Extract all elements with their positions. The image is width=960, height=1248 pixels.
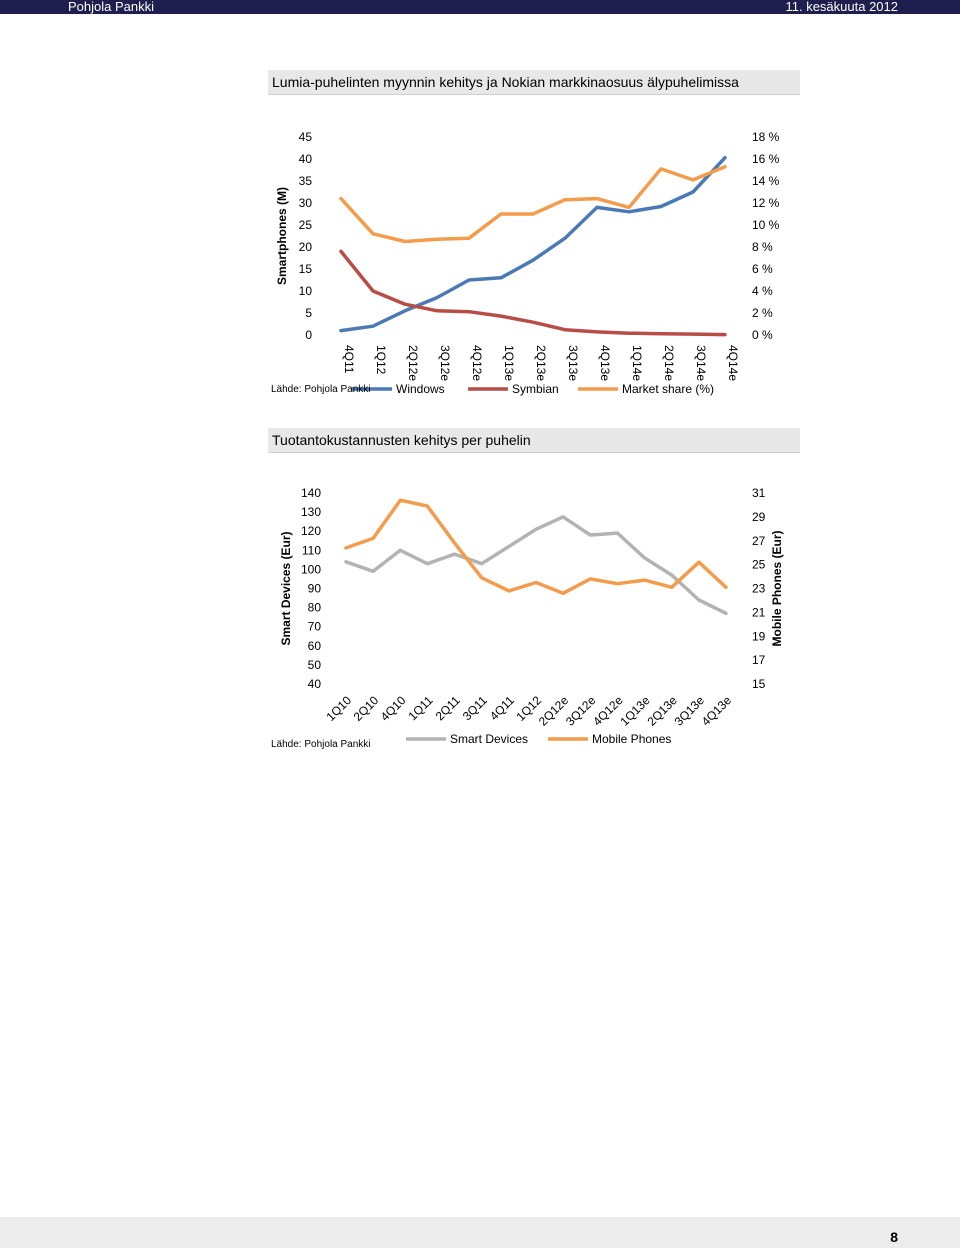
chart2-ytick-right: 31 — [752, 486, 766, 500]
chart1-xtick: 1Q13e — [502, 345, 516, 381]
chart1-ylabel: Smartphones (M) — [275, 187, 289, 285]
chart1-ytick-left: 20 — [299, 240, 313, 254]
chart2-legend-label-2: Mobile Phones — [592, 732, 671, 746]
chart1-ytick-left: 45 — [299, 130, 313, 144]
chart1-ytick-left: 10 — [299, 284, 313, 298]
chart2-ytick-right: 23 — [752, 582, 766, 596]
chart1-ytick-left: 30 — [299, 196, 313, 210]
chart1-ytick-right: 4 % — [752, 284, 773, 298]
chart1-ytick-right: 14 % — [752, 174, 780, 188]
chart1-series-line-2 — [339, 249, 727, 337]
chart1-ytick-right: 18 % — [752, 130, 780, 144]
chart2-ytick-left: 140 — [301, 486, 321, 500]
chart2-ytick-right: 19 — [752, 629, 766, 643]
chart2-ytick-left: 40 — [308, 677, 322, 691]
chart2-ytick-left: 100 — [301, 562, 321, 576]
page-footer — [0, 1217, 960, 1248]
chart2-ylabel: Smart Devices (Eur) — [279, 531, 293, 645]
chart1-ytick-left: 5 — [305, 306, 312, 320]
chart2-xtick: 1Q11 — [406, 693, 436, 723]
chart2-ytick-left: 130 — [301, 505, 321, 519]
chart1-ytick-left: 40 — [299, 152, 313, 166]
page-header: Pohjola Pankki 11. kesäkuuta 2012 — [0, 0, 960, 14]
chart2-ytick-left: 90 — [308, 582, 322, 596]
chart1-legend-label-3: Market share (%) — [622, 382, 714, 396]
chart1-xtick: 3Q12e — [438, 345, 452, 381]
chart2-series-line-1 — [344, 515, 728, 616]
chart1-ytick-right: 10 % — [752, 218, 780, 232]
chart1-ytick-right: 8 % — [752, 240, 773, 254]
chart1-xtick: 3Q14e — [694, 345, 708, 381]
chart2-ytick-left: 120 — [301, 524, 321, 538]
chart2-ytick-right: 15 — [752, 677, 766, 691]
chart1-xtick: 2Q13e — [534, 345, 548, 381]
chart2-svg: 40 50 60 70 80 90 100 110 120 130 140 15 17 19 21 23 25 2… — [279, 486, 784, 746]
header-date: 11. kesäkuuta 2012 — [785, 0, 898, 14]
chart2-title: Tuotantokustannusten kehitys per puhelin — [268, 428, 800, 453]
chart2-xtick: 3Q13e — [672, 693, 708, 729]
chart2-series-line-2 — [344, 498, 728, 596]
chart2-xtick: 3Q12e — [563, 693, 599, 729]
chart2-xtick: 4Q13e — [699, 693, 735, 729]
chart2-xtick: 1Q10 — [323, 693, 354, 724]
chart1-ytick-left: 35 — [299, 174, 313, 188]
chart1-ytick-right: 6 % — [752, 262, 773, 276]
chart2-xtick: 4Q10 — [378, 693, 409, 724]
chart1-container: Lumia-puhelinten myynnin kehitys ja Noki… — [268, 70, 800, 402]
chart2-xtick: 4Q12e — [590, 693, 626, 729]
chart1-ytick-right: 0 % — [752, 328, 773, 342]
chart1-xtick: 1Q12 — [374, 345, 388, 375]
chart2-xtick: 1Q13e — [617, 693, 653, 729]
chart2-container: Tuotantokustannusten kehitys per puhelin… — [268, 428, 800, 760]
chart1-xtick: 2Q12e — [406, 345, 420, 381]
chart2-xtick: 2Q13e — [644, 693, 680, 729]
chart1-xtick: 4Q11 — [342, 345, 356, 374]
chart1-legend-label-1: Windows — [396, 382, 445, 396]
header-left-text: Pohjola Pankki — [68, 0, 154, 14]
chart1-svg: 0 5 10 15 20 25 30 35 40 45 0 % 2 % 4 % 6 % 8 % 10 % 12 … — [275, 130, 780, 396]
chart2-xtick: 2Q12e — [536, 693, 572, 729]
chart1-ytick-left: 25 — [299, 218, 313, 232]
chart1-series-line-1 — [339, 155, 727, 333]
page-number: 8 — [890, 1229, 898, 1245]
chart2-ytick-right: 29 — [752, 510, 766, 524]
chart2-xtick: 3Q11 — [460, 693, 490, 723]
chart1-xtick: 4Q14e — [726, 345, 740, 381]
chart1-series-line-3 — [339, 164, 727, 244]
chart1-xtick: 4Q13e — [598, 345, 612, 381]
chart2-legend-label-1: Smart Devices — [450, 732, 528, 746]
chart2-ytick-right: 17 — [752, 653, 766, 667]
chart2-xtick: 4Q11 — [487, 693, 517, 723]
chart1-xtick: 1Q14e — [630, 345, 644, 381]
chart1-legend-label-2: Symbian — [512, 382, 559, 396]
chart1-title: Lumia-puhelinten myynnin kehitys ja Noki… — [268, 70, 800, 95]
chart1-xtick: 2Q14e — [662, 345, 676, 381]
chart2-ytick-right: 21 — [752, 605, 766, 619]
chart2-xtick: 2Q11 — [433, 693, 463, 723]
chart2-xtick: 2Q10 — [351, 693, 382, 724]
chart2-source: Lähde: Pohjola Pankki — [271, 739, 371, 750]
chart1-source: Lähde: Pohjola Pankki — [271, 384, 371, 395]
chart2-ytick-right: 27 — [752, 534, 766, 548]
chart1-xtick: 3Q13e — [566, 345, 580, 381]
chart1-ytick-left: 0 — [305, 328, 312, 342]
chart2-ytick-left: 60 — [308, 639, 322, 653]
chart2-ytick-right: 25 — [752, 558, 766, 572]
chart2-ytick-left: 110 — [302, 543, 321, 557]
chart2-ylabel-right: Mobile Phones (Eur) — [770, 530, 784, 646]
chart1-ytick-left: 15 — [299, 262, 313, 276]
chart1-ytick-right: 2 % — [752, 306, 773, 320]
chart2-ytick-left: 70 — [308, 620, 322, 634]
chart2-ytick-left: 80 — [308, 601, 322, 615]
chart2-ytick-left: 50 — [308, 658, 322, 672]
chart1-xtick: 4Q12e — [470, 345, 484, 381]
chart1-ytick-right: 12 % — [752, 196, 780, 210]
chart1-ytick-right: 16 % — [752, 152, 780, 166]
